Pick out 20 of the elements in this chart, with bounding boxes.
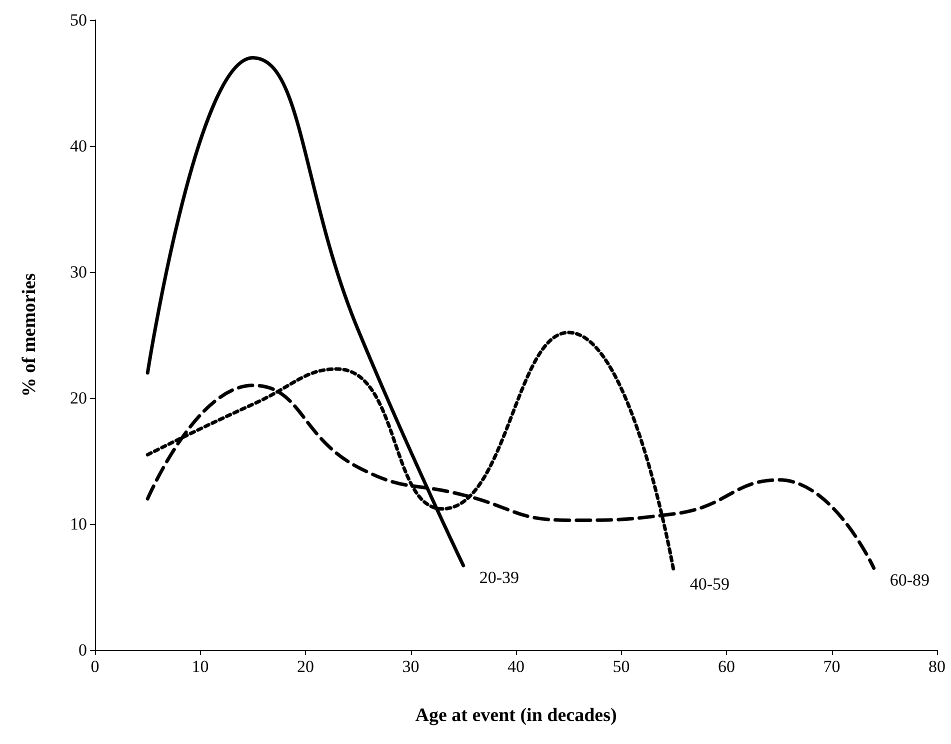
- x-tick-label: 40: [508, 657, 524, 676]
- x-tick-label: 0: [90, 657, 100, 676]
- x-tick-label: 10: [192, 657, 209, 676]
- y-tick-label: 10: [70, 514, 87, 534]
- x-tick-label: 20: [297, 657, 314, 676]
- y-tick-label: 0: [78, 640, 87, 660]
- y-tick-label: 50: [70, 10, 87, 30]
- x-axis-title: Age at event (in decades): [415, 705, 617, 726]
- series-label: 40-59: [690, 574, 730, 594]
- x-tick-label: 60: [718, 657, 735, 676]
- y-tick-label: 20: [70, 388, 87, 408]
- x-tick-label: 80: [928, 657, 946, 676]
- x-tick-label: 30: [402, 657, 420, 676]
- x-tick-label: 50: [612, 657, 630, 676]
- y-axis-title: % of memories: [19, 273, 40, 397]
- y-tick-label: 40: [70, 136, 87, 156]
- x-tick-label: 70: [823, 657, 840, 676]
- series-label: 60-89: [890, 570, 930, 590]
- series-label: 20-39: [479, 568, 520, 588]
- y-tick-label: 30: [70, 262, 87, 282]
